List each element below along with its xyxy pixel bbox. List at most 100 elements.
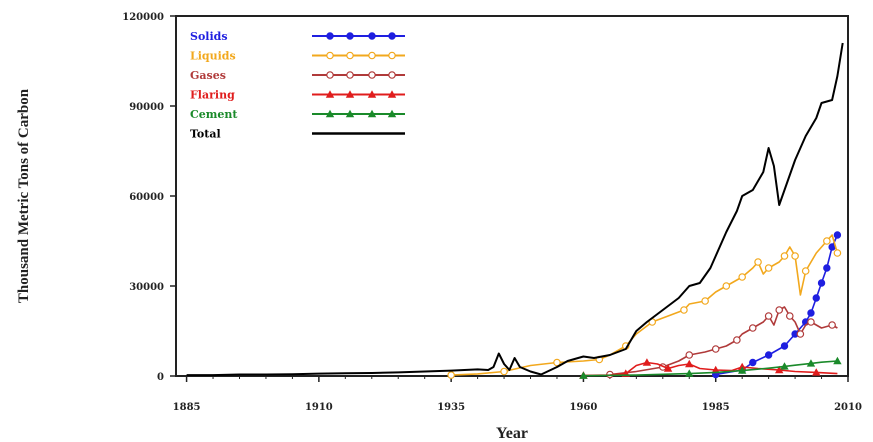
- data-point: [828, 321, 836, 329]
- data-point: [833, 231, 842, 239]
- data-point: [823, 264, 831, 272]
- data-point: [806, 359, 816, 367]
- data-point: [388, 71, 396, 79]
- legend-label: Flaring: [190, 89, 235, 102]
- data-point: [553, 358, 561, 367]
- y-tick-label: 30000: [129, 282, 164, 293]
- data-point: [749, 358, 757, 367]
- y-tick-label: 120000: [122, 12, 164, 23]
- data-point: [737, 366, 747, 374]
- data-point: [685, 359, 694, 368]
- x-tick-label: 1910: [305, 402, 333, 413]
- data-point: [791, 252, 799, 260]
- data-point: [764, 312, 773, 320]
- data-point: [775, 365, 784, 374]
- data-point: [833, 356, 842, 365]
- data-point: [367, 109, 377, 118]
- y-tick-label: 90000: [129, 102, 164, 113]
- x-tick-label: 1885: [173, 402, 201, 413]
- y-axis-title: Thousand Metric Tons of Carbon: [16, 88, 32, 303]
- data-point: [711, 365, 720, 374]
- data-point: [780, 342, 789, 350]
- data-point: [780, 252, 789, 260]
- data-point: [368, 32, 376, 40]
- data-point: [387, 90, 397, 98]
- data-point: [823, 237, 831, 245]
- x-tick-label: 2010: [834, 402, 862, 413]
- data-point: [367, 90, 377, 98]
- series-line: [583, 361, 838, 377]
- data-point: [817, 279, 826, 287]
- series-total: [186, 42, 844, 377]
- data-point: [801, 267, 810, 275]
- legend-item: Gases: [190, 69, 405, 82]
- legend-item: Flaring: [190, 89, 405, 102]
- data-point: [345, 109, 355, 118]
- x-tick-label: 1960: [570, 402, 598, 413]
- legend-item: Total: [190, 128, 405, 141]
- data-point: [796, 330, 805, 338]
- legend-label: Gases: [190, 69, 226, 82]
- plot-frame: [175, 15, 849, 377]
- legend-label: Solids: [190, 30, 228, 43]
- data-point: [346, 51, 354, 60]
- series-line: [451, 234, 839, 376]
- data-point: [764, 264, 773, 272]
- data-point: [733, 336, 741, 344]
- data-point: [685, 369, 694, 377]
- series-line: [715, 234, 839, 376]
- data-point: [663, 364, 673, 372]
- x-tick-label: 1985: [702, 402, 730, 413]
- data-point: [680, 306, 688, 314]
- data-point: [325, 90, 335, 98]
- data-point: [368, 51, 376, 60]
- x-axis-title: Year: [496, 425, 528, 442]
- data-point: [388, 51, 396, 60]
- data-point: [368, 71, 376, 79]
- data-point: [325, 109, 335, 118]
- data-point: [764, 351, 773, 359]
- legend-label: Total: [190, 128, 221, 141]
- data-point: [738, 273, 746, 281]
- series-cement: [579, 356, 842, 379]
- data-point: [579, 371, 588, 379]
- data-point: [346, 32, 354, 40]
- data-point: [387, 109, 397, 118]
- data-point: [345, 90, 355, 98]
- y-tick-label: 60000: [129, 192, 164, 203]
- data-point: [812, 368, 821, 376]
- legend-item: Solids: [190, 30, 405, 43]
- series-line: [186, 42, 844, 377]
- data-point: [785, 312, 794, 320]
- data-point: [807, 309, 815, 317]
- series-line: [583, 360, 838, 377]
- data-point: [701, 297, 709, 305]
- legend-label: Cement: [190, 108, 238, 121]
- axis-ticks: 1885 1910 1935 1960 1985 2010 0 30000 60000 90000…: [122, 12, 862, 413]
- y-tick-label: 0: [157, 372, 164, 383]
- data-point: [711, 345, 720, 353]
- x-tick-label: 1935: [437, 402, 465, 413]
- data-point: [642, 358, 652, 366]
- data-point: [748, 324, 757, 332]
- data-point: [685, 351, 694, 359]
- data-point: [326, 51, 334, 60]
- data-point: [326, 71, 334, 79]
- series-solids: [712, 231, 842, 379]
- data-point: [780, 362, 789, 370]
- legend: Solids Liquids Gases Flaring Cement Total: [190, 30, 405, 141]
- data-point: [388, 32, 396, 40]
- series-liquids: [447, 234, 842, 379]
- data-point: [326, 32, 334, 40]
- legend-item: Liquids: [190, 50, 405, 63]
- legend-label: Liquids: [190, 50, 236, 63]
- series-layer: [186, 42, 844, 379]
- data-point: [500, 367, 508, 376]
- data-point: [775, 306, 784, 314]
- data-point: [447, 371, 455, 379]
- data-point: [833, 249, 842, 257]
- data-point: [754, 258, 762, 266]
- series-gases: [606, 306, 838, 379]
- data-point: [722, 282, 731, 290]
